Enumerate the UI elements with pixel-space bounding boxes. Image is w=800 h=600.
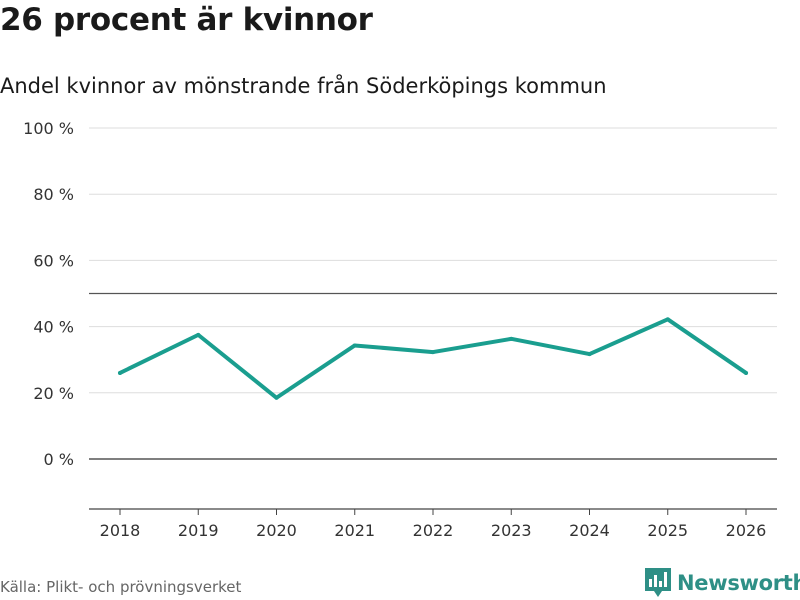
y-tick-label: 60 %	[33, 251, 74, 270]
x-tick-label: 2018	[100, 521, 141, 540]
y-tick-label: 80 %	[33, 185, 74, 204]
y-tick-label: 20 %	[33, 384, 74, 403]
y-tick-label: 0 %	[44, 450, 74, 469]
y-tick-label: 100 %	[23, 119, 74, 138]
y-tick-label: 40 %	[33, 318, 74, 337]
x-tick-label: 2023	[491, 521, 532, 540]
data-point	[352, 343, 357, 348]
data-point	[274, 395, 279, 400]
data-point	[196, 332, 201, 337]
x-tick-label: 2019	[178, 521, 219, 540]
line-chart: 0 % 20 % 40 % 60 % 80 % 100 % 2018 2019 2020 202…	[23, 119, 777, 540]
data-point	[118, 370, 122, 375]
data-point	[744, 370, 748, 375]
x-tick-label: 2020	[256, 521, 297, 540]
data-point	[587, 352, 592, 357]
data-point	[665, 317, 670, 322]
chart-title: 26 procent är kvinnor	[0, 2, 373, 38]
x-tick-label: 2025	[647, 521, 688, 540]
chart-subtitle: Andel kvinnor av mönstrande från Söderkö…	[0, 74, 607, 98]
source-note: Källa: Plikt- och prövningsverket	[0, 578, 242, 596]
x-axis: 2018 2019 2020 2021 2022 2023 2024 2025 2026	[89, 508, 777, 540]
x-tick-label: 2024	[569, 521, 610, 540]
y-axis-tick-labels: 0 % 20 % 40 % 60 % 80 % 100 %	[23, 119, 74, 469]
x-tick-label: 2026	[726, 521, 767, 540]
data-point	[431, 350, 435, 355]
grid-lines	[89, 127, 777, 460]
x-tick-label: 2021	[334, 521, 375, 540]
bar-chart-logo-icon	[645, 568, 671, 597]
series-line-0	[118, 317, 748, 400]
series-layer	[118, 317, 748, 400]
x-tick-label: 2022	[413, 521, 454, 540]
data-point	[509, 336, 514, 341]
brand-logo: Newsworthy	[645, 568, 800, 598]
brand-name: Newsworthy	[677, 571, 800, 595]
